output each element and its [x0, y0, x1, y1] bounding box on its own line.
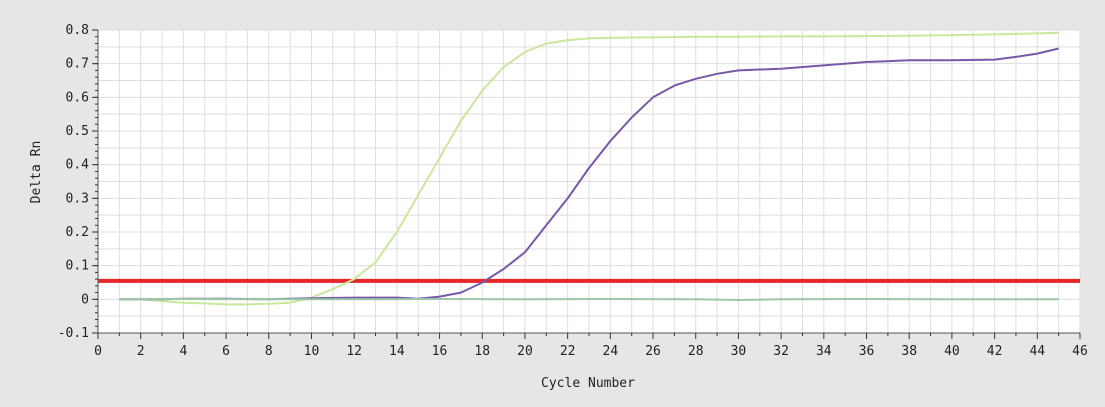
x-tick-label: 36 [859, 344, 875, 359]
x-tick-label: 40 [944, 344, 960, 359]
x-tick-label: 18 [474, 344, 490, 359]
x-tick-label: 44 [1029, 344, 1045, 359]
x-tick-label: 4 [179, 344, 187, 359]
x-tick-label: 0 [94, 344, 102, 359]
x-tick-label: 38 [901, 344, 917, 359]
x-tick-label: 16 [432, 344, 448, 359]
x-tick-label: 30 [731, 344, 747, 359]
y-tick-label: 0 [81, 292, 89, 307]
y-tick-label: 0.4 [66, 158, 90, 173]
x-tick-label: 2 [137, 344, 145, 359]
grid [97, 29, 1081, 334]
x-tick-label: 46 [1072, 344, 1088, 359]
x-tick-label: 24 [603, 344, 619, 359]
y-tick-label: 0.6 [66, 90, 89, 105]
y-axis-label: Delta Rn [29, 141, 44, 204]
y-tick-label: 0.8 [66, 23, 89, 38]
y-tick-label: 0.5 [66, 124, 89, 139]
x-tick-label: 20 [517, 344, 533, 359]
x-tick-label: 8 [265, 344, 273, 359]
x-tick-label: 32 [773, 344, 789, 359]
x-axis-label: Cycle Number [541, 376, 635, 391]
series-line-3 [119, 298, 1059, 301]
ticks: 0 2 4 6 8 10 12 14 16 18 20 22 24 26 28 30 32 34 36 38 40 42 4… [58, 23, 1088, 359]
x-tick-label: 26 [645, 344, 661, 359]
y-tick-label: 0.3 [66, 191, 89, 206]
x-tick-label: 12 [346, 344, 362, 359]
x-tick-label: 10 [304, 344, 320, 359]
y-tick-label: -0.1 [58, 326, 89, 341]
y-tick-label: 0.1 [66, 259, 89, 274]
y-tick-label: 0.7 [66, 57, 89, 72]
x-tick-label: 14 [389, 344, 405, 359]
x-tick-label: 28 [688, 344, 704, 359]
series-layer [119, 31, 1059, 306]
x-tick-label: 42 [987, 344, 1003, 359]
series-line-1 [119, 31, 1059, 306]
x-tick-label: 6 [222, 344, 230, 359]
y-tick-label: 0.2 [66, 225, 89, 240]
x-tick-label: 34 [816, 344, 832, 359]
x-tick-label: 22 [560, 344, 576, 359]
